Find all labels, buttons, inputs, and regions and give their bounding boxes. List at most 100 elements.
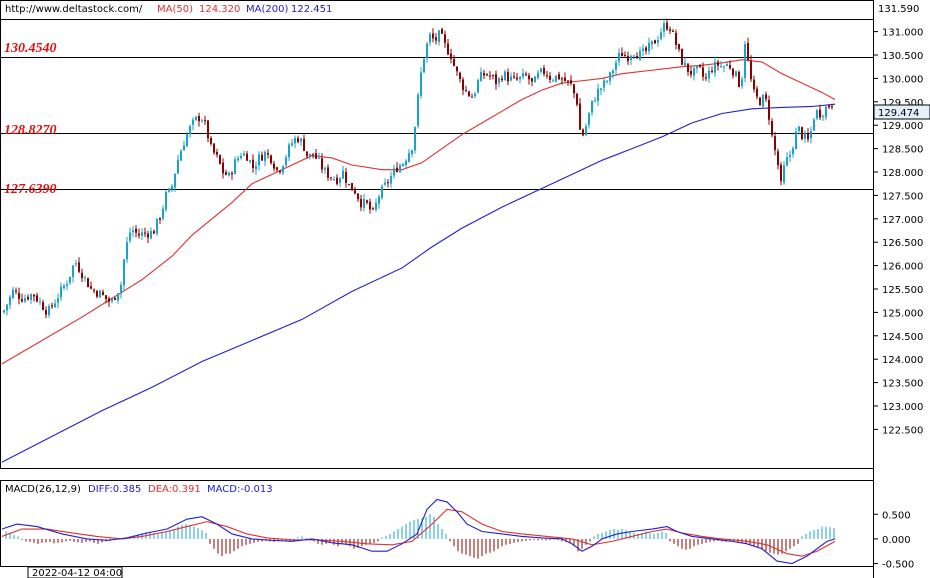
candle-up [414, 126, 416, 151]
candle-up [810, 130, 812, 138]
candle-up [150, 231, 152, 239]
candle-down [561, 78, 563, 80]
candle-up [180, 151, 182, 161]
candle-up [429, 34, 431, 43]
candle-down [828, 105, 830, 108]
candle-down [528, 75, 530, 80]
date-box [27, 566, 123, 578]
candle-down [483, 73, 485, 76]
candle-up [171, 186, 173, 190]
candle-down [327, 167, 329, 178]
price-tick-label: 130.000 [882, 74, 923, 85]
candle-down [624, 55, 626, 57]
candle-down [96, 291, 98, 297]
candle-up [318, 157, 320, 159]
candle-up [804, 133, 806, 139]
candle-up [480, 71, 482, 82]
candle-up [408, 153, 410, 162]
candle-up [813, 119, 815, 131]
candle-down [135, 228, 137, 233]
frame [0, 0, 874, 578]
candle-up [792, 148, 794, 155]
support-resistance-lines [1, 19, 873, 190]
candle-down [687, 63, 689, 72]
candle-down [261, 154, 263, 161]
candle-up [504, 71, 506, 80]
candle-up [798, 126, 800, 131]
macd-diff-line [1, 498, 836, 565]
candle-up [714, 61, 716, 73]
candle-down [207, 120, 209, 139]
candle-down [225, 172, 227, 175]
candle-down [621, 52, 623, 57]
candle-up [405, 160, 407, 166]
candle-up [789, 154, 791, 157]
candle-up [510, 76, 512, 81]
candle-up [426, 43, 428, 59]
candle-up [744, 44, 746, 79]
candle-up [696, 65, 698, 69]
ma50-label: MA(50) [157, 4, 193, 15]
candle-down [702, 67, 704, 77]
candle-down [471, 96, 473, 98]
candle-down [348, 184, 350, 186]
candle-down [330, 177, 332, 179]
price-axis: 131.000 130.500 130.000 129.500 129.000 128.5… [874, 28, 923, 436]
candle-up [39, 301, 41, 303]
candle-down [780, 164, 782, 182]
candle-down [666, 22, 668, 30]
candle-down [759, 97, 761, 106]
candle-down [387, 182, 389, 184]
candle-up [228, 172, 230, 176]
level-label-3: 127.6390 [4, 182, 57, 197]
candle-up [399, 165, 401, 173]
candle-down [486, 74, 488, 76]
candle-up [609, 72, 611, 81]
candle-down [753, 79, 755, 90]
candle-down [219, 154, 221, 164]
candle-up [363, 198, 365, 208]
macd-axis: 0.500 0.000 -0.500 [874, 510, 914, 571]
candle-down [216, 152, 218, 155]
macd-dea-line [1, 508, 836, 557]
candle-down [564, 77, 566, 81]
candle-up [585, 126, 587, 135]
candle-up [588, 112, 590, 125]
candle-up [69, 276, 71, 283]
candle-up [192, 119, 194, 125]
candle-up [795, 131, 797, 150]
candle-down [252, 159, 254, 169]
candle-down [543, 67, 545, 74]
price-tick-label: 127.500 [882, 191, 923, 202]
candle-up [708, 70, 710, 79]
candle-down [354, 190, 356, 194]
candle-down [765, 94, 767, 100]
candle-down [90, 286, 92, 289]
candle-up [75, 263, 77, 265]
candle-up [693, 68, 695, 76]
candle-up [540, 68, 542, 72]
candle-up [333, 179, 335, 181]
candle-down [489, 75, 491, 77]
candle-up [60, 286, 62, 298]
candle-up [282, 165, 284, 173]
current-price-box [873, 104, 930, 120]
candle-up [30, 294, 32, 300]
candle-up [288, 144, 290, 158]
candle-down [33, 294, 35, 297]
candle-down [93, 289, 95, 291]
candle-down [396, 167, 398, 173]
candle-up [9, 296, 11, 305]
price-tick-label: 129.000 [882, 121, 923, 132]
candle-up [633, 55, 635, 57]
source-url[interactable]: http://www.deltastock.com/ [5, 4, 143, 15]
macd-label: MACD(26,12,9) [5, 484, 81, 495]
candle-down [357, 193, 359, 200]
candle-up [183, 145, 185, 151]
candle-down [513, 76, 515, 78]
candle-up [723, 66, 725, 68]
price-tick-label: 123.500 [882, 379, 923, 390]
candle-up [384, 182, 386, 185]
candle-up [402, 164, 404, 167]
candle-down [51, 305, 53, 307]
